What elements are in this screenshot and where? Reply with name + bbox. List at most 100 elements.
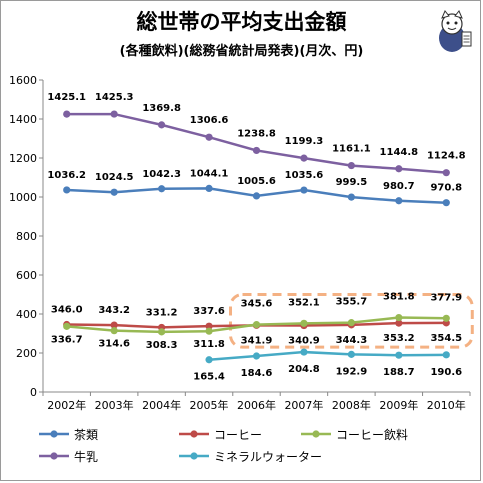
data-point <box>395 165 403 173</box>
data-point <box>158 328 166 336</box>
data-label: 346.0 <box>51 305 83 316</box>
data-point <box>442 199 450 207</box>
data-label: 1144.8 <box>380 147 419 158</box>
data-point <box>110 321 118 329</box>
series-line <box>66 112 447 174</box>
y-tick-label: 1000 <box>9 191 37 204</box>
data-label: 165.4 <box>193 372 225 383</box>
data-point <box>442 351 450 359</box>
data-point <box>395 197 403 205</box>
data-point <box>63 110 71 118</box>
data-label: 1369.8 <box>142 103 181 114</box>
data-point <box>347 161 355 170</box>
x-tick-label: 2003年 <box>95 398 134 412</box>
data-point <box>158 121 166 129</box>
legend-label: コーヒー飲料 <box>336 428 409 442</box>
legend-swatch <box>301 430 331 438</box>
legend-swatch <box>39 430 69 438</box>
data-point <box>252 192 261 200</box>
data-label: 314.6 <box>98 339 130 350</box>
data-point <box>300 154 308 162</box>
legend-label: コーヒー <box>214 428 263 442</box>
data-label: 1042.3 <box>142 169 181 180</box>
data-label: 1036.2 <box>47 170 86 181</box>
data-point <box>347 319 355 327</box>
data-point <box>205 356 213 364</box>
x-tick-label: 2008年 <box>332 398 371 412</box>
data-point <box>158 185 166 193</box>
y-tick-label: 1600 <box>9 74 37 87</box>
data-label: 192.9 <box>336 366 368 377</box>
legend-label: 牛乳 <box>74 450 99 464</box>
data-point <box>110 188 118 196</box>
x-tick-label: 2007年 <box>284 398 323 412</box>
legend-swatch <box>179 452 209 460</box>
data-label: 1044.1 <box>190 168 229 179</box>
data-label: 1161.1 <box>332 144 371 155</box>
y-tick-label: 1400 <box>9 113 37 126</box>
x-tick-label: 2004年 <box>142 398 181 412</box>
data-label: 1024.5 <box>95 172 134 183</box>
data-point <box>252 321 261 329</box>
data-point <box>442 169 450 177</box>
data-label: 184.6 <box>241 368 273 379</box>
legend-swatch <box>39 452 69 460</box>
legend-label: 茶類 <box>74 428 99 442</box>
data-point <box>63 186 71 194</box>
data-label: 1306.6 <box>190 115 229 126</box>
data-label: 1124.8 <box>427 151 466 162</box>
data-label: 1005.6 <box>237 176 276 187</box>
data-point <box>63 322 71 330</box>
data-label: 308.3 <box>146 340 178 351</box>
y-tick-label: 0 <box>30 386 37 399</box>
data-label: 377.9 <box>430 292 462 303</box>
data-point <box>300 186 308 194</box>
data-point <box>442 314 450 322</box>
data-label: 1425.1 <box>47 92 86 103</box>
data-label: 311.8 <box>193 339 225 350</box>
data-point <box>395 319 403 327</box>
data-label: 980.7 <box>383 181 415 192</box>
y-tick-label: 1200 <box>9 152 37 165</box>
mascot-illustration <box>439 10 472 52</box>
data-point <box>300 319 308 327</box>
legend-label: ミネラルウォーター <box>214 450 323 464</box>
x-tick-label: 2010年 <box>427 398 466 412</box>
data-label: 343.2 <box>98 305 130 316</box>
chart-subtitle: (各種飲料)(総務省統計局発表)(月次、円) <box>119 44 364 59</box>
data-point <box>395 351 403 359</box>
data-point <box>395 313 403 322</box>
y-tick-label: 600 <box>16 269 37 282</box>
data-label: 1238.8 <box>237 128 276 139</box>
data-label: 999.5 <box>336 177 368 188</box>
data-point <box>347 193 355 201</box>
data-label: 1199.3 <box>285 136 324 147</box>
highlight-box <box>229 293 474 349</box>
data-point <box>205 327 213 335</box>
data-label: 341.9 <box>241 335 273 346</box>
data-point <box>300 348 308 356</box>
data-point <box>252 352 261 360</box>
y-tick-label: 400 <box>16 308 37 321</box>
data-label: 355.7 <box>336 297 368 308</box>
data-point <box>205 133 213 141</box>
x-tick-label: 2002年 <box>47 398 86 412</box>
data-label: 331.2 <box>146 307 178 318</box>
data-label: 340.9 <box>288 336 320 347</box>
y-tick-label: 200 <box>16 347 37 360</box>
x-tick-label: 2006年 <box>237 398 276 412</box>
data-point <box>205 184 213 193</box>
data-point <box>252 146 261 155</box>
data-point <box>110 327 118 335</box>
data-label: 204.8 <box>288 364 320 375</box>
data-label: 344.3 <box>336 335 368 346</box>
y-tick-label: 800 <box>16 230 37 243</box>
x-tick-label: 2009年 <box>379 398 418 412</box>
legend-swatch <box>179 430 209 438</box>
data-label: 353.2 <box>383 333 415 344</box>
data-label: 188.7 <box>383 367 415 378</box>
data-point <box>205 322 213 330</box>
data-label: 190.6 <box>430 367 462 378</box>
